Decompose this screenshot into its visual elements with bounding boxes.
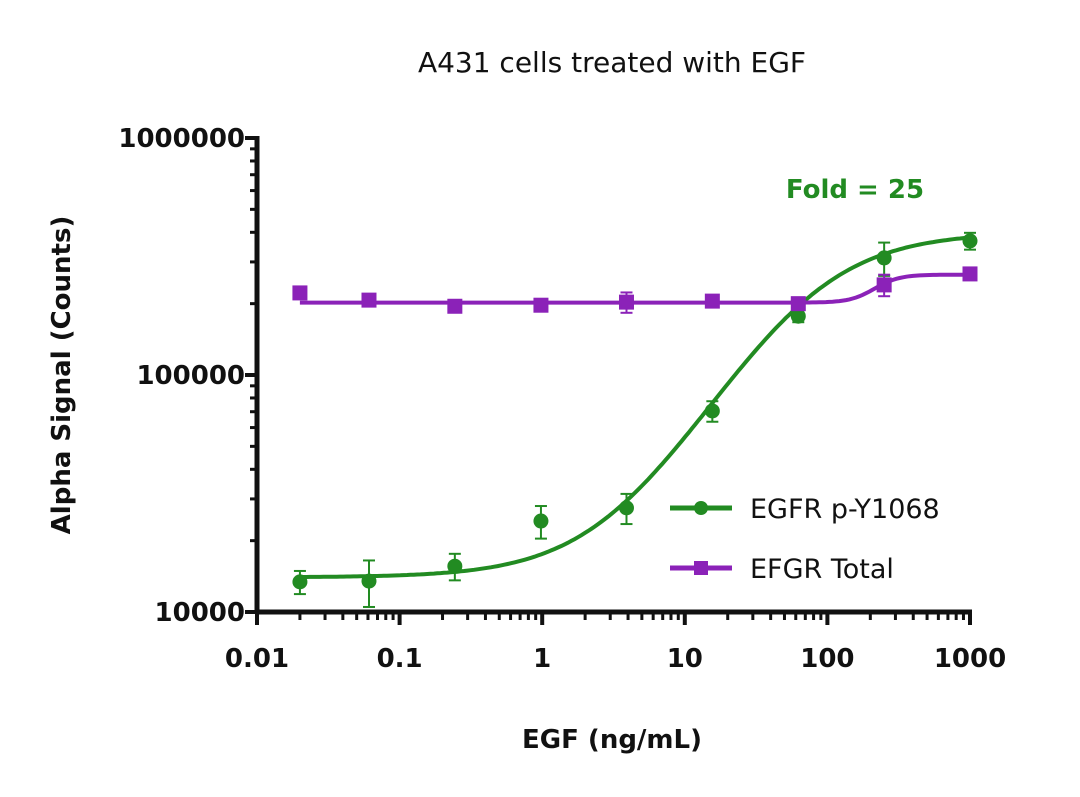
data-point: [790, 296, 806, 312]
marker-circle: [447, 558, 463, 574]
marker-square: [361, 292, 377, 308]
x-tick-label: 1000: [934, 644, 1006, 674]
marker-circle: [292, 574, 308, 590]
legend-item-egfr-p-y1068: EGFR p-Y1068: [670, 494, 940, 525]
legend-marker-square: [694, 561, 708, 575]
x-axis-label: EGF (ng/mL): [522, 725, 702, 755]
marker-square: [533, 297, 549, 313]
chart-title: A431 cells treated with EGF: [418, 46, 806, 79]
legend-label: EGFR p-Y1068: [750, 494, 940, 525]
marker-circle: [533, 513, 549, 529]
y-tick-label: 1000000: [118, 124, 245, 154]
data-point: [704, 293, 720, 309]
x-tick-label: 100: [800, 644, 854, 674]
legend-label: EFGR Total: [750, 554, 894, 585]
data-point: [361, 559, 377, 608]
fit-curve-egfr-p-y1068: [299, 235, 971, 579]
data-point: [618, 291, 634, 314]
legend-marker-circle: [694, 501, 708, 515]
marker-circle: [361, 573, 377, 589]
marker-circle: [962, 233, 978, 249]
marker-square: [292, 285, 308, 301]
data-point: [704, 400, 720, 423]
data-point: [962, 266, 978, 282]
data-point: [533, 297, 549, 313]
marker-circle: [618, 500, 634, 516]
data-point: [876, 273, 892, 298]
marker-square: [790, 296, 806, 312]
data-point: [962, 231, 978, 251]
marker-circle: [790, 308, 806, 324]
y-tick-label: 100000: [136, 361, 245, 391]
data-point: [447, 298, 463, 314]
marker-square: [962, 266, 978, 282]
y-tick-label: 10000: [155, 598, 245, 628]
data-point: [447, 552, 463, 582]
data-points: [292, 231, 978, 608]
y-axis-label: Alpha Signal (Counts): [47, 216, 77, 535]
marker-circle: [704, 403, 720, 419]
data-point: [533, 505, 549, 540]
legend: EGFR p-Y1068 EFGR Total: [670, 494, 940, 585]
x-tick-label: 1: [533, 644, 551, 674]
data-point: [361, 292, 377, 308]
marker-square: [704, 293, 720, 309]
data-point: [292, 285, 308, 301]
data-point: [876, 241, 892, 277]
x-tick-label: 0.01: [225, 644, 289, 674]
marker-square: [618, 294, 634, 310]
x-tick-label: 0.1: [377, 644, 423, 674]
x-tick-label: 10: [667, 644, 703, 674]
marker-square: [447, 298, 463, 314]
marker-square: [876, 277, 892, 293]
fit-curve-efgr-total: [299, 272, 970, 305]
axes: 10000 100000 1000000 0.01 0.1 1 10 100 1000: [118, 124, 1006, 674]
fit-curves: [299, 235, 971, 579]
data-point: [292, 569, 308, 596]
marker-circle: [876, 250, 892, 266]
data-point: [618, 492, 634, 526]
legend-item-efgr-total: EFGR Total: [670, 554, 894, 585]
fold-annotation: Fold = 25: [786, 175, 924, 205]
